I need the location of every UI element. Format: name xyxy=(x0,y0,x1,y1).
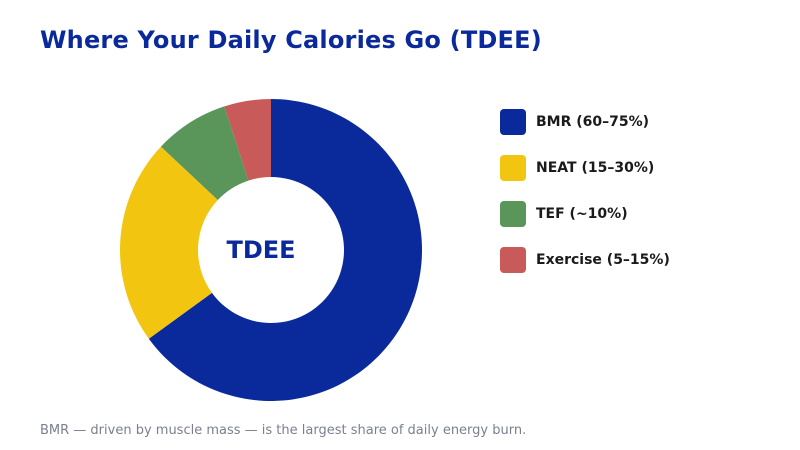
legend-label-exercise: Exercise (5–15%) xyxy=(536,252,670,268)
donut-slice-bmr xyxy=(148,99,422,402)
donut-slice-tef xyxy=(160,106,249,201)
legend-label-neat: NEAT (15–30%) xyxy=(536,160,655,176)
chart-legend: BMR (60–75%) NEAT (15–30%) TEF (~10%) Exerc… xyxy=(500,109,670,293)
legend-label-bmr: BMR (60–75%) xyxy=(536,114,650,130)
donut-slice-neat xyxy=(120,146,218,339)
legend-swatch-tef xyxy=(500,201,526,227)
donut-center-label: TDEE xyxy=(226,236,295,264)
legend-item-tef: TEF (~10%) xyxy=(500,201,670,227)
chart-footnote: BMR — driven by muscle mass — is the lar… xyxy=(40,423,527,438)
legend-label-tef: TEF (~10%) xyxy=(536,206,628,222)
legend-swatch-bmr xyxy=(500,109,526,135)
donut-slices xyxy=(120,99,422,402)
donut-slice-exercise xyxy=(224,99,271,181)
legend-swatch-neat xyxy=(500,155,526,181)
legend-item-bmr: BMR (60–75%) xyxy=(500,109,670,135)
chart-title: Where Your Daily Calories Go (TDEE) xyxy=(40,26,542,54)
legend-item-neat: NEAT (15–30%) xyxy=(500,155,670,181)
legend-swatch-exercise xyxy=(500,247,526,273)
legend-item-exercise: Exercise (5–15%) xyxy=(500,247,670,273)
